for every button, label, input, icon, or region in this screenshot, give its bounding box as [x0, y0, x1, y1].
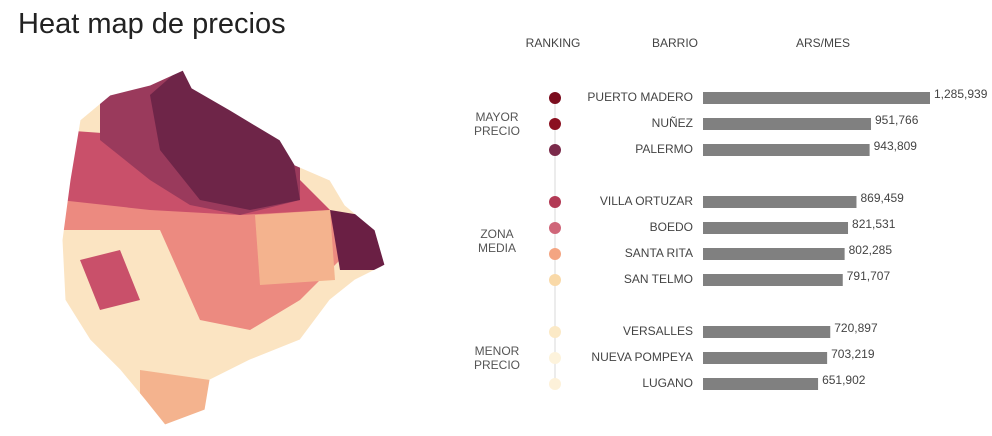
bar	[703, 352, 828, 364]
bar	[703, 378, 819, 390]
group-label: ZONA MEDIA	[477, 227, 516, 255]
category-label: NUÑEZ	[652, 116, 693, 130]
ranking-dot	[549, 118, 561, 130]
ranking-dot	[549, 326, 561, 338]
page-title: Heat map de precios	[18, 8, 286, 40]
value-label: 943,809	[874, 139, 918, 153]
column-header: RANKING	[526, 36, 581, 50]
category-label: SANTA RITA	[625, 246, 693, 260]
column-header: BARRIO	[652, 36, 698, 50]
value-label: 869,459	[860, 191, 904, 205]
ranking-dot	[549, 378, 561, 390]
category-label: VILLA ORTUZAR	[600, 194, 693, 208]
category-label: NUEVA POMPEYA	[591, 350, 693, 364]
bar	[703, 222, 849, 234]
category-label: SAN TELMO	[624, 272, 693, 286]
bar	[703, 196, 857, 208]
category-label: BOEDO	[650, 220, 693, 234]
bar	[703, 92, 930, 104]
ranking-dot	[549, 248, 561, 260]
column-header: ARS/MES	[796, 36, 850, 50]
ranking-dot	[549, 274, 561, 286]
category-label: PALERMO	[635, 142, 693, 156]
group-label: MENOR PRECIO	[473, 344, 520, 372]
map	[62, 70, 385, 425]
ranking-dot	[549, 196, 561, 208]
ranking-dot	[549, 144, 561, 156]
map-outline	[61, 69, 386, 426]
value-label: 821,531	[852, 217, 896, 231]
bar	[703, 274, 843, 286]
category-label: PUERTO MADERO	[587, 90, 693, 104]
value-label: 951,766	[875, 113, 919, 127]
ranking-dot	[549, 222, 561, 234]
value-label: 651,902	[822, 373, 866, 387]
value-label: 720,897	[834, 321, 878, 335]
value-label: 1,285,939	[934, 87, 988, 101]
bar	[703, 144, 870, 156]
ranking-dot	[549, 352, 561, 364]
group-label: MAYOR PRECIO	[473, 110, 520, 138]
value-label: 703,219	[831, 347, 875, 361]
bar	[703, 248, 845, 260]
value-label: 802,285	[849, 243, 893, 257]
value-label: 791,707	[847, 269, 891, 283]
category-label: LUGANO	[642, 376, 693, 390]
category-label: VERSALLES	[623, 324, 693, 338]
ranking-dot	[549, 92, 561, 104]
bar	[703, 326, 831, 338]
bar	[703, 118, 872, 130]
